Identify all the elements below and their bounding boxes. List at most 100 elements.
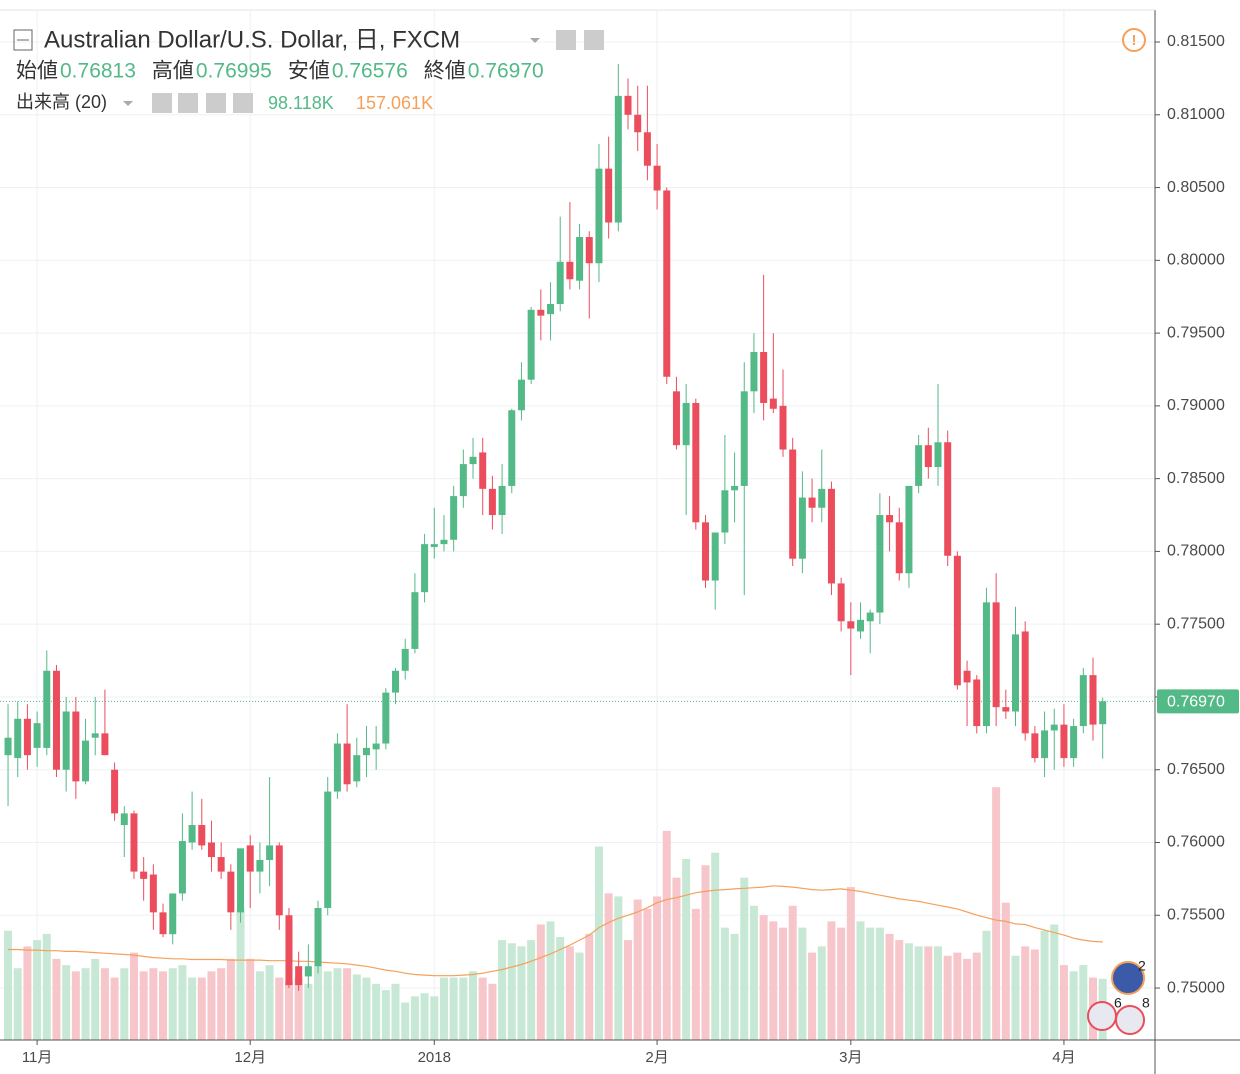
candle-body [963,670,971,683]
event-flag[interactable] [1111,961,1145,995]
candle-body [653,165,661,191]
candle-body [915,445,923,486]
candle-body [33,723,41,748]
volume-bar [982,930,991,1040]
event-flag[interactable] [1087,1001,1117,1031]
dropdown[interactable] [530,38,540,43]
ohlc-value: 0.76813 [60,60,136,83]
candle-body [692,402,700,523]
plus-icon[interactable] [206,93,226,113]
volume-bar [556,937,565,1040]
volume-bar [1030,949,1039,1040]
volume-bar [159,971,168,1040]
candle-body [1002,707,1010,712]
candle-body [217,857,225,872]
close-icon[interactable] [233,93,253,113]
volume-bar [91,958,100,1040]
candle-body [711,532,719,581]
volume-bar [749,905,758,1040]
x-tick-label: 3月 [839,1049,862,1066]
volume-bar [323,971,332,1040]
symbol-title: Australian Dollar/U.S. Dollar, 日, FXCM [44,26,460,53]
candle-body [52,670,60,770]
volume-bar [391,983,400,1040]
candle-body [827,488,835,584]
y-tick-label: 0.80500 [1167,179,1225,196]
volume-bar [633,899,642,1040]
volume-bar [672,877,681,1040]
volume-bar [439,977,448,1040]
volume-bar [585,933,594,1040]
candle-body [333,743,341,792]
y-tick-label: 0.76500 [1167,761,1225,778]
volume-bar [730,933,739,1040]
candle-body [769,398,777,409]
event-count: 8 [1142,995,1150,1011]
volume-bar [885,933,894,1040]
volume-bar [62,965,71,1040]
candle-body [905,485,913,574]
volume-bar [217,968,226,1040]
candle-body [721,490,729,533]
volume-bar [168,968,177,1040]
alert-icon[interactable] [1122,28,1146,52]
volume-bar [701,865,710,1040]
volume-bar [817,946,826,1040]
volume-bar [449,977,458,1040]
candle-body [353,755,361,782]
candle-body [527,309,535,380]
volume-bar [1059,965,1068,1040]
volume-bar [798,927,807,1040]
candle-body [275,845,283,916]
candle-body [198,825,206,846]
volume-bar [488,983,497,1040]
eye-icon[interactable] [556,30,576,50]
candle-body [944,442,952,556]
candle-body [682,402,690,446]
volume-indicator: 出来高 (20) [16,92,107,112]
y-tick-label: 0.80000 [1167,252,1225,269]
candle-body [111,769,119,814]
candle-body [576,237,584,281]
candle-body [953,555,961,686]
x-tick-label: 11月 [22,1049,53,1066]
candle-body [895,522,903,574]
volume-bar [23,946,32,1040]
volume-bar [866,927,875,1040]
candle-body [876,515,884,613]
candle-body [1079,675,1087,727]
volume-bar [895,940,904,1040]
volume-bar [682,858,691,1040]
y-tick-label: 0.75500 [1167,906,1225,923]
volume-bar [420,993,429,1040]
y-tick-label: 0.76000 [1167,834,1225,851]
y-tick-label: 0.77500 [1167,615,1225,632]
eye-icon[interactable] [152,93,172,113]
volume-bar [304,983,313,1040]
candle-body [847,621,855,629]
gear-icon[interactable] [178,93,198,113]
candle-body [789,449,797,559]
candle-body [237,848,245,913]
collapse-icon[interactable] [13,29,33,51]
event-flag[interactable] [1115,1005,1145,1035]
volume-bar [13,968,22,1040]
gear-icon[interactable] [584,30,604,50]
candle-body [614,95,622,223]
candle-body [23,718,31,756]
volume-bar [972,952,981,1040]
volume-bar [1069,971,1078,1040]
candle-body [886,515,894,523]
dropdown[interactable] [123,101,133,106]
candle-body [837,583,845,622]
volume-bar [643,908,652,1040]
candle-body [469,456,477,465]
volume-bar [1079,965,1088,1040]
candle-body [14,718,22,759]
candle-body [547,303,555,315]
ohlc-label: 始値 [16,60,58,83]
volume-bar [343,968,352,1040]
candle-body [178,841,186,894]
candle-body [382,692,390,744]
candle-body [411,592,419,649]
